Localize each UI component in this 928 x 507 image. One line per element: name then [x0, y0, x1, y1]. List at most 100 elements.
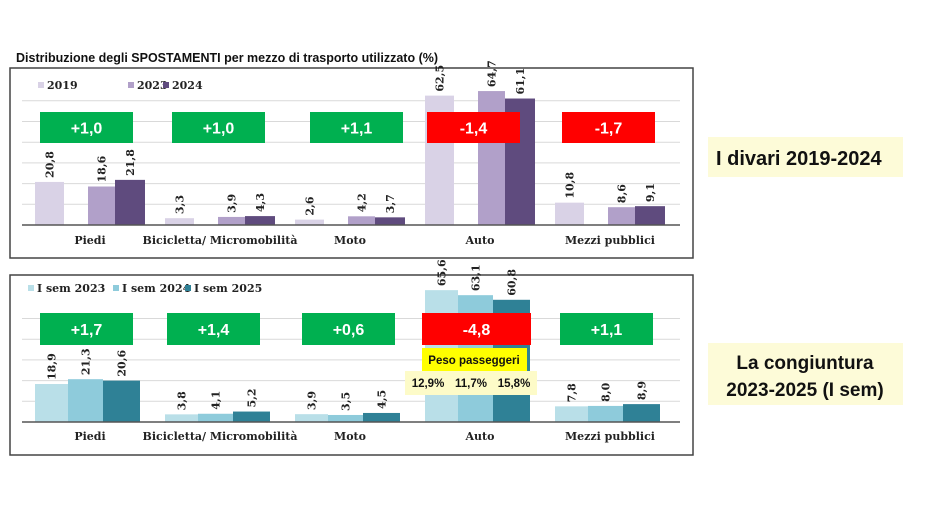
bar [608, 207, 635, 225]
delta-value: -4,8 [463, 322, 491, 339]
legend-label: 2019 [47, 79, 78, 92]
legend-label: I sem 2024 [122, 282, 191, 295]
data-label: 3,8 [176, 391, 189, 410]
data-label: 8,9 [636, 381, 649, 400]
bar [623, 404, 660, 422]
delta-value: +1,7 [71, 322, 103, 339]
bar [115, 179, 145, 225]
bar [588, 405, 623, 422]
data-label: 4,5 [376, 390, 389, 409]
data-label: 3,7 [384, 194, 397, 213]
side-label-bottom-line2: 2023-2025 (I sem) [726, 380, 883, 401]
category-label: Bicicletta/ Micromobilità [143, 234, 298, 247]
delta-value: -1,4 [460, 121, 488, 138]
delta-box [302, 313, 395, 345]
legend-swatch [28, 285, 34, 291]
data-label: 3,5 [340, 392, 353, 411]
data-label: 2,6 [304, 196, 317, 215]
bar [88, 186, 115, 225]
legend-label: 2024 [172, 79, 203, 92]
bar [375, 217, 405, 225]
chart-title: Distribuzione degli SPOSTAMENTI per mezz… [16, 51, 438, 65]
top-chart-frame [9, 67, 694, 259]
category-label: Piedi [74, 234, 105, 247]
bar [35, 384, 68, 422]
bar [198, 413, 233, 422]
data-label: 21,8 [124, 149, 137, 176]
data-label: 61,1 [514, 68, 527, 95]
bottom-chart: I sem 2023 I sem 2024 I sem 2025 18,9 21,3 20… [22, 259, 680, 443]
data-label: 3,3 [174, 195, 187, 214]
delta-value: +1,4 [198, 322, 230, 339]
data-label: 65,6 [436, 259, 449, 286]
data-label: 7,8 [566, 383, 579, 402]
bottom-chart-frame [9, 274, 694, 456]
bar [35, 181, 64, 225]
bar [233, 411, 270, 422]
delta-box [40, 313, 133, 345]
legend-swatch [185, 285, 191, 291]
delta-value: -1,7 [595, 121, 623, 138]
bar [295, 219, 324, 225]
data-label: 4,1 [210, 391, 223, 410]
side-label-bottom-line1: La congiuntura [736, 353, 874, 374]
data-label: 63,1 [470, 264, 483, 291]
annotation-title: Peso passeggeri [428, 355, 519, 367]
bar [555, 202, 584, 225]
category-label: Bicicletta/ Micromobilità [143, 430, 298, 443]
data-label: 60,8 [506, 269, 519, 296]
bar [68, 379, 103, 422]
delta-box [427, 112, 520, 143]
delta-box [560, 313, 653, 345]
bar [555, 406, 588, 422]
delta-box [167, 313, 260, 345]
annotation-value: 11,7% [455, 378, 487, 390]
side-label-box-top [708, 137, 903, 177]
annotation-value: 12,9% [412, 378, 445, 390]
legend-swatch [128, 82, 134, 88]
delta-value: +1,1 [341, 121, 373, 138]
data-label: 5,2 [246, 388, 259, 407]
category-label: Moto [334, 430, 366, 443]
bar [478, 91, 505, 225]
category-label: Mezzi pubblici [565, 234, 655, 247]
legend-label: I sem 2023 [37, 282, 105, 295]
data-label: 64,7 [486, 60, 499, 87]
delta-value: +1,0 [71, 121, 103, 138]
data-label: 3,9 [226, 194, 239, 213]
data-label: 8,0 [600, 382, 613, 401]
data-label: 10,8 [564, 172, 577, 199]
data-label: 9,1 [644, 183, 657, 202]
bar [245, 216, 275, 225]
bar [348, 216, 375, 225]
delta-value: +1,0 [203, 121, 235, 138]
bar [218, 216, 245, 225]
side-label-box-bottom [708, 343, 903, 405]
delta-box [562, 112, 655, 143]
side-label-top: I divari 2019-2024 [716, 148, 883, 170]
data-label: 3,9 [306, 391, 319, 410]
category-label: Moto [334, 234, 366, 247]
delta-value: +1,1 [591, 322, 623, 339]
delta-box [40, 112, 133, 143]
delta-value: +0,6 [333, 322, 365, 339]
category-label: Auto [465, 430, 495, 443]
data-label: 21,3 [80, 348, 93, 375]
bar [328, 414, 363, 422]
category-label: Piedi [74, 430, 105, 443]
annotation-values-box [405, 371, 537, 395]
delta-box [422, 313, 531, 345]
annotation-value: 15,8% [498, 378, 531, 390]
bar [635, 206, 665, 225]
data-label: 8,6 [616, 184, 629, 203]
legend-swatch [113, 285, 119, 291]
legend-label: 2023 [137, 79, 168, 92]
legend-swatch [163, 82, 169, 88]
delta-box [310, 112, 403, 143]
data-label: 18,9 [46, 353, 59, 380]
data-label: 4,2 [356, 193, 369, 212]
bar [165, 218, 194, 225]
data-label: 20,8 [44, 151, 57, 178]
data-label: 18,6 [96, 155, 109, 182]
